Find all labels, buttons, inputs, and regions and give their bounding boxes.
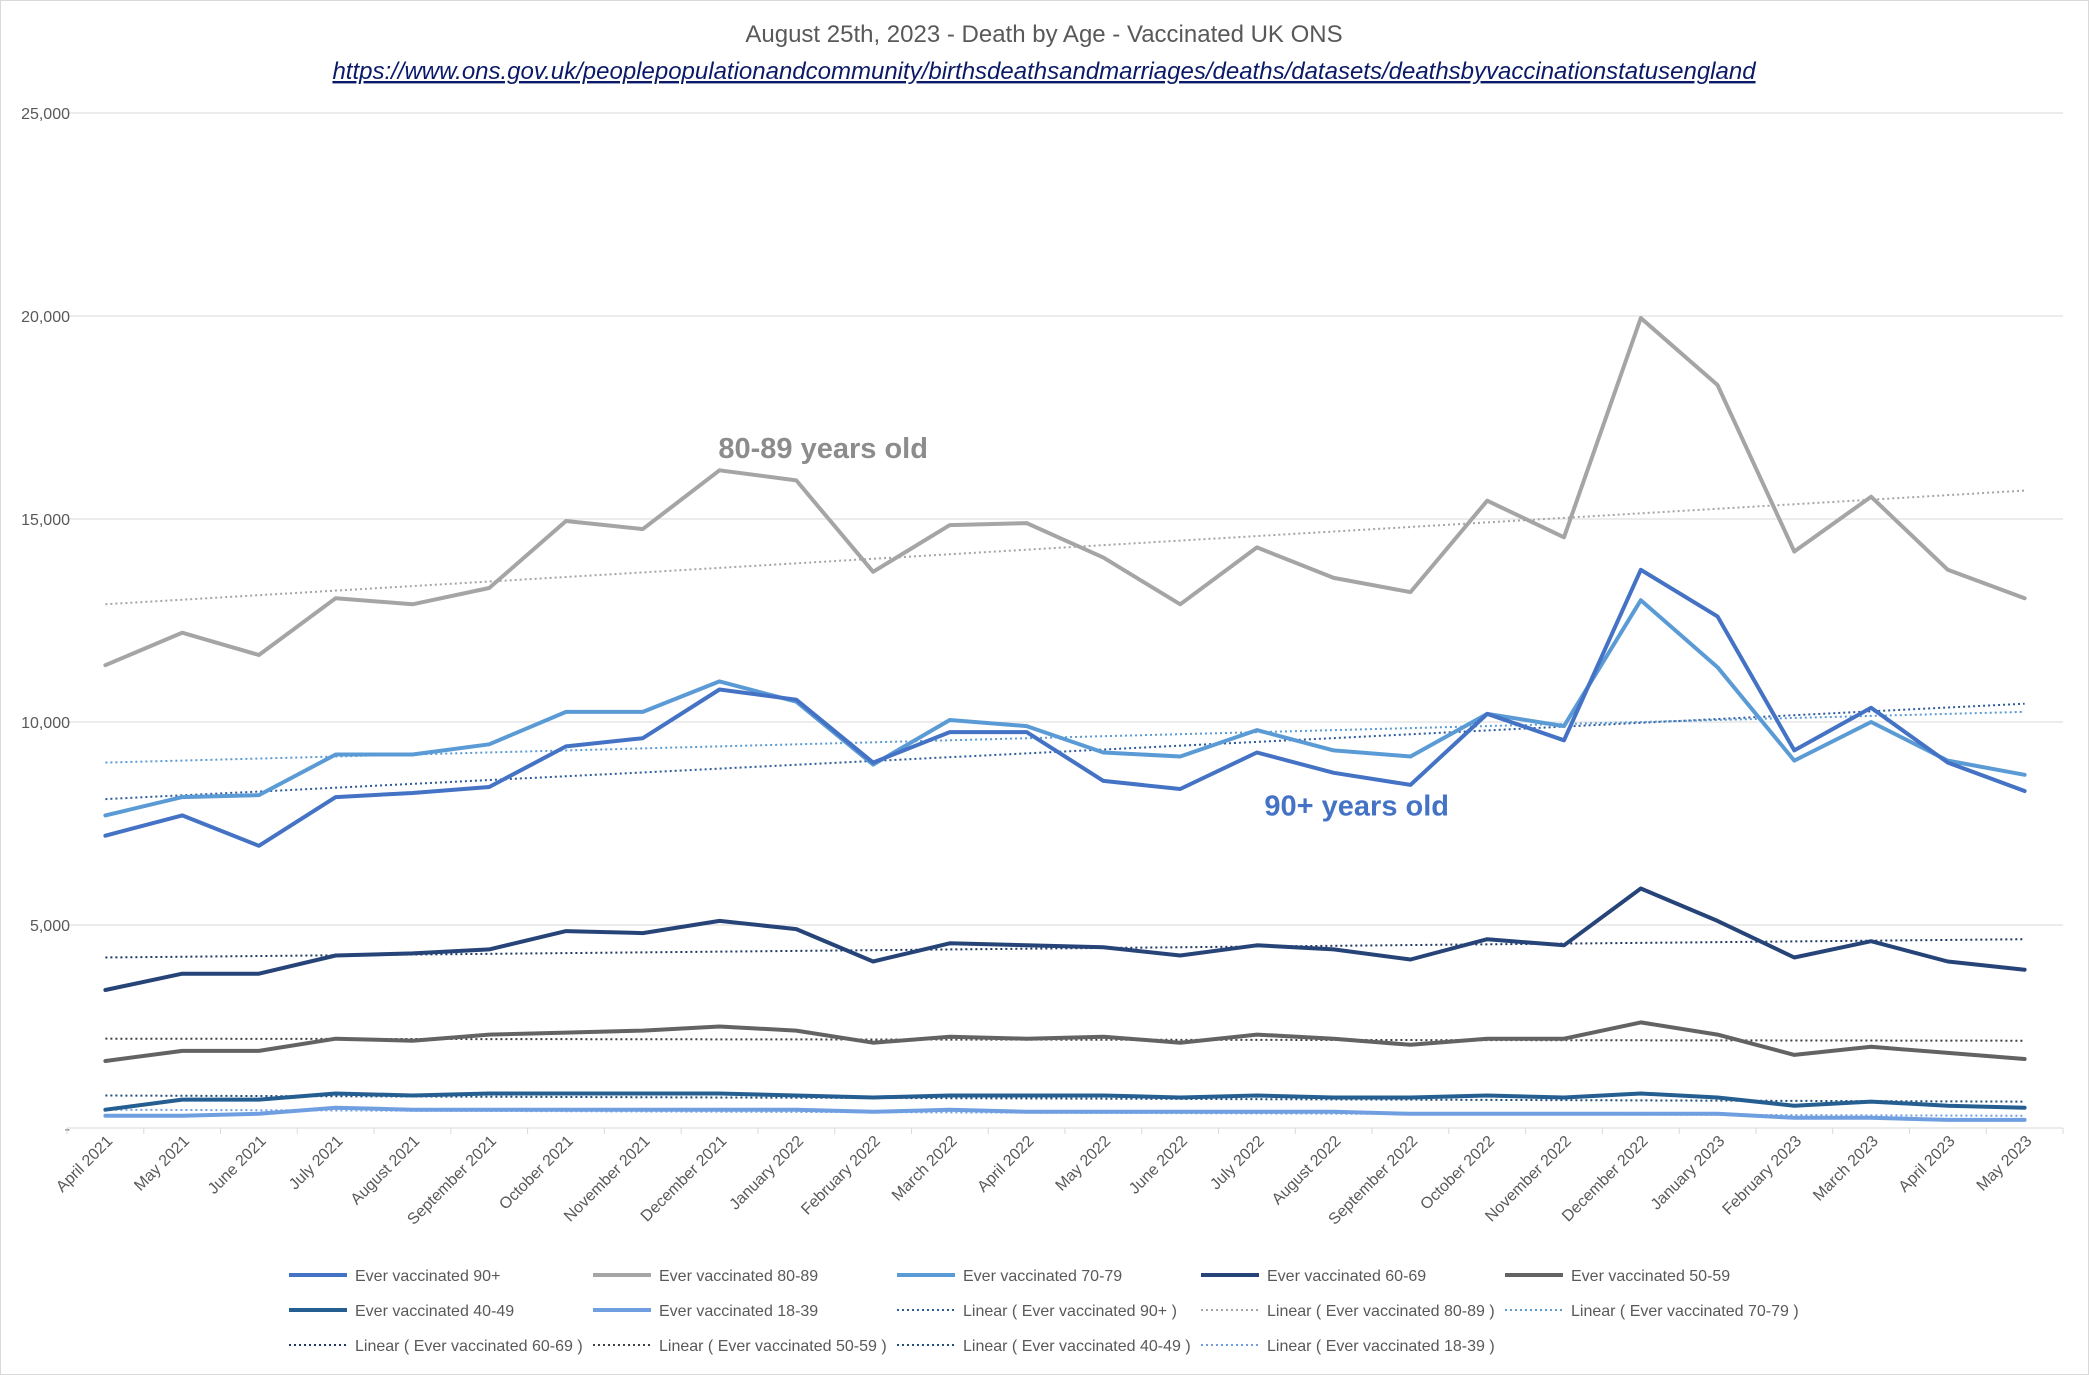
x-tick-label: March 2022 xyxy=(889,1133,961,1205)
x-tick-label: April 2023 xyxy=(1896,1133,1959,1196)
series-line xyxy=(103,316,2027,668)
series-line xyxy=(103,1020,2027,1063)
source-link[interactable]: https://www.ons.gov.uk/peoplepopulationa… xyxy=(332,58,1756,85)
series-line xyxy=(103,1105,2027,1122)
legend-label: Ever vaccinated 18-39 xyxy=(659,1303,818,1320)
x-tick-label: June 2022 xyxy=(1126,1133,1191,1198)
series-line xyxy=(103,1091,2027,1112)
annotations: 80-89 years old 90+ years old xyxy=(718,433,1449,822)
annotation-label: 80-89 years old xyxy=(718,433,928,465)
data-series xyxy=(103,316,2027,1122)
y-tick-label: 20,000 xyxy=(21,309,70,326)
gridlines xyxy=(67,112,2063,926)
x-tick-label: February 2022 xyxy=(798,1133,884,1219)
x-tick-label: June 2021 xyxy=(205,1133,270,1198)
x-tick-label: October 2021 xyxy=(496,1133,577,1214)
legend-label: Ever vaccinated 70-79 xyxy=(963,1268,1122,1285)
trendlines xyxy=(105,489,2025,1117)
y-tick-label: 10,000 xyxy=(21,715,70,732)
x-tick-label: March 2023 xyxy=(1810,1133,1882,1205)
x-tick-label: February 2023 xyxy=(1720,1133,1806,1219)
legend: Ever vaccinated 90+ Ever vaccinated 80-89… xyxy=(289,1268,1799,1355)
legend-label: Linear ( Ever vaccinated 50-59 ) xyxy=(659,1338,887,1355)
trendline xyxy=(105,489,2025,606)
legend-label: Ever vaccinated 40-49 xyxy=(355,1303,514,1320)
legend-label: Ever vaccinated 60-69 xyxy=(1267,1268,1426,1285)
y-tick-label: 15,000 xyxy=(21,512,70,529)
x-tick-label: July 2022 xyxy=(1207,1133,1268,1194)
trendline xyxy=(105,702,2025,801)
x-tick-label: January 2023 xyxy=(1648,1133,1729,1214)
x-tick-label: August 2022 xyxy=(1269,1133,1345,1209)
x-tick-label: July 2021 xyxy=(286,1133,347,1194)
legend-label: Linear ( Ever vaccinated 70-79 ) xyxy=(1571,1303,1799,1320)
legend-label: Linear ( Ever vaccinated 18-39 ) xyxy=(1267,1338,1495,1355)
x-tick-label: April 2021 xyxy=(53,1133,116,1196)
x-tick-label: August 2021 xyxy=(348,1133,424,1209)
series-line xyxy=(103,886,2027,992)
annotation-label: 90+ years old xyxy=(1264,790,1449,822)
legend-label: Ever vaccinated 80-89 xyxy=(659,1268,818,1285)
chart-title: August 25th, 2023 - Death by Age - Vacci… xyxy=(745,21,1342,48)
legend-label: Ever vaccinated 50-59 xyxy=(1571,1268,1730,1285)
x-tick-label: May 2023 xyxy=(1974,1133,2036,1195)
x-tick-label: October 2022 xyxy=(1417,1133,1498,1214)
legend-label: Linear ( Ever vaccinated 60-69 ) xyxy=(355,1338,583,1355)
x-tick-label: April 2022 xyxy=(974,1133,1037,1196)
x-axis: April 2021 May 2021 June 2021 July 2021 Augu… xyxy=(53,1127,2064,1228)
series-line xyxy=(103,567,2027,848)
y-tick-label: 5,000 xyxy=(30,918,70,935)
legend-label: Linear ( Ever vaccinated 40-49 ) xyxy=(963,1338,1191,1355)
x-tick-label: May 2021 xyxy=(131,1133,193,1195)
legend-label: Linear ( Ever vaccinated 90+ ) xyxy=(963,1303,1177,1320)
legend-label: Linear ( Ever vaccinated 80-89 ) xyxy=(1267,1303,1495,1320)
series-line xyxy=(103,598,2027,818)
x-tick-label: January 2022 xyxy=(727,1133,808,1214)
y-tick-label: 25,000 xyxy=(21,106,70,123)
legend-label: Ever vaccinated 90+ xyxy=(355,1268,500,1285)
x-tick-label: May 2022 xyxy=(1053,1133,1115,1195)
